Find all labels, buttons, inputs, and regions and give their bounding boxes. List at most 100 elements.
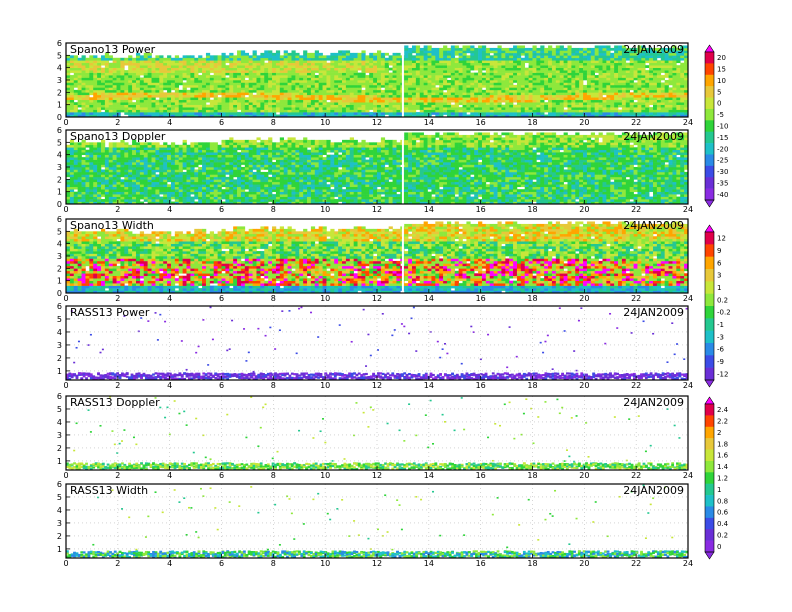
heatmap-cell [435, 70, 440, 73]
heatmap-cell [493, 107, 498, 110]
heatmap-cell [551, 92, 557, 96]
heatmap-cell [559, 50, 564, 54]
heatmap-cell [229, 77, 234, 81]
heatmap-cell [439, 72, 444, 76]
heatmap-cell [427, 55, 432, 59]
heatmap-cell [256, 102, 261, 105]
heatmap-cell [143, 152, 148, 155]
heatmap-cell [435, 47, 440, 51]
heatmap-cell [481, 77, 487, 81]
heatmap-cell [124, 70, 129, 73]
heatmap-cell [411, 45, 417, 49]
heatmap-cell [462, 72, 467, 76]
heatmap-cell [330, 97, 335, 101]
heatmap-cell [419, 114, 424, 118]
heatmap-cell [252, 109, 257, 113]
heatmap-cell [186, 109, 191, 113]
heatmap-cell [256, 99, 261, 103]
heatmap-cell [497, 97, 502, 101]
heatmap-cell [97, 171, 102, 175]
heatmap-cell [664, 80, 669, 83]
heatmap-cell [660, 89, 665, 93]
heatmap-cell [104, 154, 110, 158]
heatmap-cell [423, 97, 428, 101]
heatmap-cell [163, 112, 168, 115]
heatmap-cell [124, 162, 129, 165]
heatmap-cell [178, 67, 183, 71]
heatmap-cell [139, 107, 145, 110]
heatmap-cell [672, 94, 677, 98]
heatmap-cell [419, 62, 424, 66]
heatmap-cell [641, 99, 646, 103]
heatmap-cell [264, 65, 269, 68]
heatmap-cell [668, 92, 673, 96]
heatmap-cell [104, 191, 110, 195]
heatmap-cell [147, 149, 152, 153]
heatmap-cell [128, 62, 133, 66]
heatmap-cell [404, 60, 409, 64]
x-tick-label: 16 [476, 118, 486, 127]
heatmap-cell [575, 70, 580, 73]
heatmap-cell [225, 70, 230, 73]
heatmap-cell [493, 92, 498, 96]
heatmap-cell [108, 55, 113, 59]
heatmap-cell [384, 84, 389, 88]
heatmap-cell [513, 109, 518, 113]
heatmap-cell [411, 70, 417, 73]
heatmap-cell [116, 167, 121, 170]
heatmap-cell [353, 55, 358, 59]
heatmap-cell [202, 82, 207, 86]
heatmap-cell [489, 109, 494, 113]
heatmap-cell [159, 159, 164, 163]
heatmap-cell [338, 84, 343, 88]
heatmap-cell [590, 107, 595, 110]
heatmap-cell [629, 77, 634, 81]
heatmap-cell [143, 164, 148, 168]
heatmap-cell [629, 112, 634, 115]
heatmap-cell [532, 77, 537, 81]
heatmap-cell [272, 97, 277, 101]
heatmap-cell [583, 89, 588, 93]
heatmap-cell [497, 114, 502, 118]
heatmap-cell [443, 52, 448, 56]
heatmap-cell [151, 147, 156, 151]
heatmap-cell [466, 65, 471, 68]
heatmap-cell [614, 75, 619, 78]
heatmap-cell [159, 72, 164, 76]
heatmap-cell [73, 57, 78, 61]
heatmap-cell [614, 80, 619, 83]
heatmap-cell [411, 109, 417, 113]
heatmap-cell [128, 70, 133, 73]
heatmap-cell [147, 82, 152, 86]
heatmap-cell [167, 94, 172, 98]
heatmap-cell [559, 92, 564, 96]
heatmap-cell [89, 194, 94, 197]
heatmap-cell [174, 109, 180, 113]
heatmap-cell [85, 114, 90, 118]
heatmap-cell [656, 97, 662, 101]
heatmap-cell [233, 72, 238, 76]
heatmap-cell [633, 65, 638, 68]
heatmap-cell [256, 75, 261, 78]
heatmap-cell [579, 99, 584, 103]
heatmap-cell [474, 89, 479, 93]
heatmap-cell [128, 167, 133, 170]
heatmap-cell [139, 67, 145, 71]
heatmap-cell [676, 77, 681, 81]
heatmap-cell [618, 75, 623, 78]
heatmap-cell [100, 169, 106, 173]
heatmap-cell [256, 65, 261, 68]
heatmap-cell [509, 104, 514, 108]
heatmap-cell [143, 109, 148, 113]
heatmap-cell [396, 70, 401, 73]
heatmap-cell [365, 89, 370, 93]
heatmap-cell [528, 87, 533, 91]
heatmap-cell [248, 109, 253, 113]
heatmap-cell [307, 65, 312, 68]
heatmap-cell [567, 72, 572, 76]
heatmap-cell [680, 52, 685, 56]
heatmap-cell [244, 65, 250, 68]
heatmap-cell [135, 184, 141, 188]
heatmap-cell [540, 52, 545, 56]
heatmap-cell [132, 149, 137, 153]
